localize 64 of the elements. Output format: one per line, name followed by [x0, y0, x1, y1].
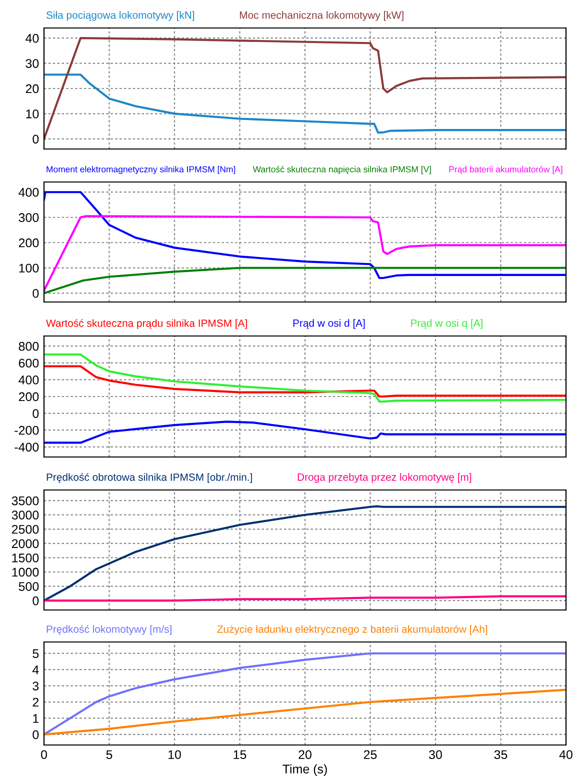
- text: Prąd w osi q [A]: [411, 319, 482, 329]
- line-series: [44, 74, 566, 134]
- y-tick-label: 30: [26, 59, 39, 68]
- line-series: [44, 505, 566, 602]
- y-tick-label: 0: [32, 409, 39, 418]
- y-tick-label: 40: [26, 34, 39, 43]
- text: Prędkość lokomotywy [m/s]: [46, 625, 172, 635]
- y-tick-label: 200: [18, 238, 39, 248]
- series-label: Moc mechaniczna lokomotywy [kW]: [240, 11, 404, 21]
- line-series: [44, 266, 566, 294]
- x-tick-label: 10: [168, 750, 181, 760]
- y-tick-label: 2: [32, 698, 39, 707]
- line-series: [44, 365, 566, 398]
- text: Wartość skuteczna prądu silnika IPMSM [A]: [46, 319, 247, 329]
- y-tick-label: 400: [18, 375, 39, 384]
- y-tick-label: 800: [18, 342, 39, 351]
- y-tick-label: 100: [19, 264, 39, 273]
- x-tick-label: 30: [429, 750, 442, 760]
- y-tick-label: 0: [32, 596, 39, 606]
- x-tick-label: 15: [234, 750, 246, 760]
- y-tick-label: 400: [18, 188, 39, 197]
- y-tick-label: 1000: [12, 568, 39, 577]
- y-tick-label: 4: [32, 666, 39, 674]
- y-tick-label: 1: [33, 714, 39, 723]
- y-tick-label: 2000: [12, 539, 39, 548]
- y-tick-label: -200: [14, 426, 39, 435]
- y-tick-label: 200: [18, 392, 39, 402]
- line-series: [44, 353, 566, 403]
- y-tick-label: 3500: [12, 496, 39, 506]
- line-series: [44, 37, 566, 140]
- text: Wartość skuteczna napięcia silnika IPMSM [V]: [252, 166, 431, 174]
- y-tick-label: 300: [18, 213, 39, 222]
- line-series: [44, 191, 566, 280]
- x-tick-label: 25: [364, 750, 377, 760]
- x-tick-label: 35: [494, 750, 508, 760]
- x-tick-label: 40: [559, 750, 572, 760]
- text: Droga przebyta przez lokomotywę [m]: [298, 473, 472, 483]
- y-tick-label: 3000: [12, 510, 39, 520]
- line-series: [44, 215, 566, 292]
- line-series: [44, 652, 566, 736]
- x-tick-label: 5: [106, 750, 112, 760]
- text: Prąd w osi d [A]: [293, 319, 365, 329]
- line-series: [44, 688, 566, 736]
- y-tick-label: 5: [32, 649, 39, 658]
- y-tick-label: 20: [26, 84, 39, 94]
- text: Prąd baterii akumulatorów [A]: [449, 166, 562, 174]
- text: Siła pociągowa lokomotywy [kN]: [46, 11, 194, 21]
- y-tick-label: 600: [18, 358, 39, 368]
- x-tick-label: 0: [41, 750, 47, 760]
- y-tick-label: 500: [18, 582, 39, 591]
- y-tick-label: 3: [32, 682, 39, 690]
- text: Moment elektromagnetyczny silnika IPMSM [Nm]: [46, 166, 236, 174]
- y-tick-label: 0: [32, 288, 39, 298]
- line-series: [44, 420, 566, 444]
- text: Prędkość obrotowa silnika IPMSM [obr./min.]: [46, 473, 252, 483]
- y-tick-label: 0: [32, 730, 39, 740]
- x-axis-title: Time (s): [282, 764, 327, 776]
- y-tick-label: 1500: [12, 554, 39, 562]
- text: Zużycie ładunku elektrycznego z baterii akumulatorów [Ah]: [217, 625, 488, 635]
- x-tick-label: 20: [298, 750, 312, 760]
- y-tick-label: 2500: [12, 524, 39, 534]
- y-tick-label: 10: [26, 110, 39, 118]
- y-tick-label: -400: [14, 442, 39, 452]
- y-tick-label: 0: [32, 134, 39, 144]
